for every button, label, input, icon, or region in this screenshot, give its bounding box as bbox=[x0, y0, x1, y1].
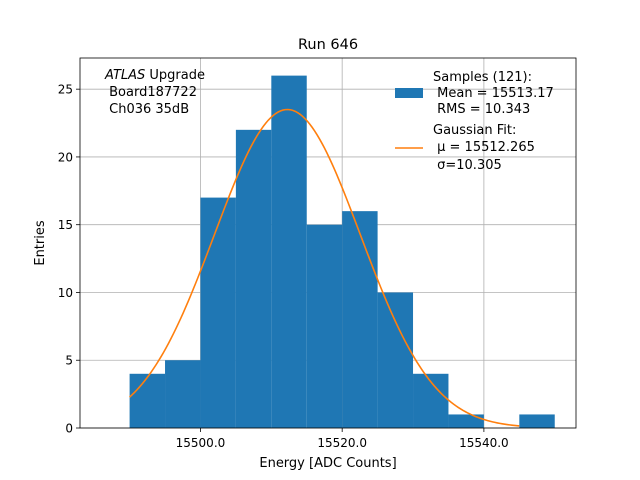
histogram-bar bbox=[235, 129, 272, 429]
legend-samples-line-3: RMS = 10.343 bbox=[433, 102, 530, 117]
y-tick-label: 10 bbox=[58, 286, 73, 300]
x-axis-label: Energy [ADC Counts] bbox=[259, 456, 396, 471]
upgrade-word: Upgrade bbox=[145, 68, 205, 83]
histogram-bar bbox=[448, 414, 484, 428]
y-tick-label: 5 bbox=[65, 354, 73, 368]
chart-title: Run 646 bbox=[298, 37, 358, 53]
x-tick-label: 15520.0 bbox=[317, 436, 367, 450]
histogram-bar bbox=[519, 414, 555, 428]
y-axis-ticks: 0 5 10 15 20 25 bbox=[58, 83, 80, 436]
histogram-bars bbox=[129, 75, 555, 429]
y-tick-label: 25 bbox=[58, 83, 73, 97]
x-tick-label: 15500.0 bbox=[176, 436, 226, 450]
legend-fit-line-1: Gaussian Fit: bbox=[433, 123, 516, 138]
legend-samples-line-2: Mean = 15513.17 bbox=[433, 86, 554, 101]
atlas-word: ATLAS bbox=[104, 68, 145, 83]
legend-samples-line-1: Samples (121): bbox=[433, 70, 532, 85]
legend-samples-patch bbox=[395, 88, 423, 98]
histogram-bar bbox=[200, 197, 236, 428]
y-axis-label: Entries bbox=[33, 220, 48, 266]
histogram-bar bbox=[377, 292, 414, 428]
histogram-bar bbox=[129, 373, 166, 428]
legend-fit-line-3: σ=10.305 bbox=[433, 158, 502, 173]
histogram-bar bbox=[165, 360, 201, 428]
histogram-bar bbox=[271, 75, 307, 428]
y-tick-label: 0 bbox=[65, 422, 73, 436]
annotation-line-1: ATLAS Upgrade bbox=[104, 68, 205, 83]
annotation-line-3: Ch036 35dB bbox=[105, 102, 189, 117]
plot-frame bbox=[79, 57, 577, 429]
x-tick-label: 15540.0 bbox=[459, 436, 509, 450]
gaussian-fit-curve bbox=[129, 108, 520, 427]
atlas-annotation: ATLAS Upgrade Board187722 Ch036 35dB bbox=[104, 68, 205, 117]
histogram-bar bbox=[342, 211, 378, 428]
histogram-bar bbox=[306, 224, 343, 428]
legend-fit-line-2: μ = 15512.265 bbox=[433, 140, 535, 155]
y-tick-label: 15 bbox=[58, 218, 73, 232]
y-tick-label: 20 bbox=[58, 150, 73, 164]
legend: Samples (121): Mean = 15513.17 RMS = 10.… bbox=[395, 70, 554, 173]
annotation-line-2: Board187722 bbox=[105, 85, 197, 100]
x-axis-ticks: 15500.0 15520.0 15540.0 bbox=[176, 428, 509, 450]
